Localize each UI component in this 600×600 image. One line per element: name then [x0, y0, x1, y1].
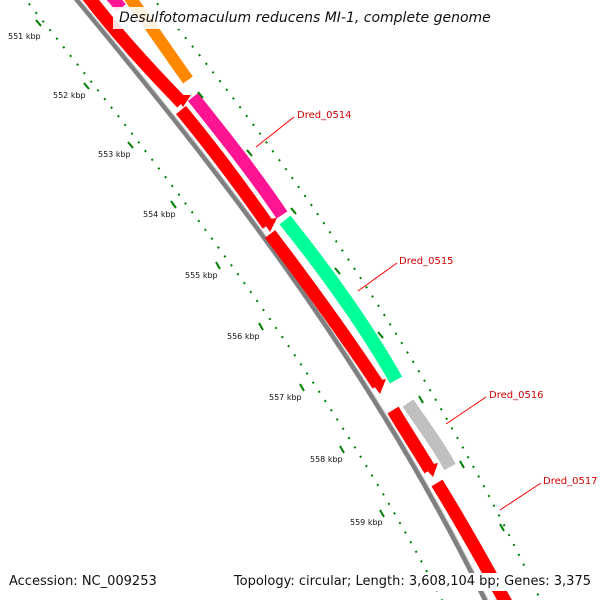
gene-label-line-dred-0515 — [357, 262, 398, 292]
genome-backbone-highlight — [79, 0, 489, 600]
tick-label: 559 kbp — [350, 518, 383, 527]
genome-backbone — [73, 0, 488, 600]
tick-label: 551 kbp — [8, 32, 41, 41]
major-tick — [339, 445, 345, 454]
gene-label-dred-0515[interactable]: Dred_0515 — [399, 256, 454, 267]
cds-arrow — [371, 379, 386, 394]
tick-label: 558 kbp — [310, 455, 343, 464]
gene-label-dred-0514[interactable]: Dred_0514 — [297, 110, 352, 121]
cds-segment[interactable] — [387, 406, 436, 474]
major-tick — [197, 91, 204, 99]
cds-segment[interactable] — [264, 230, 384, 389]
major-tick — [246, 149, 253, 157]
major-tick — [170, 200, 177, 209]
tick-label: 555 kbp — [185, 271, 218, 280]
cds-segment[interactable] — [175, 105, 274, 229]
gene-labels: Dred_0514 Dred_0515 Dred_0516 Dred_0517 — [297, 110, 598, 487]
genome-title: Desulfotomaculum reducens MI-1, complete… — [113, 7, 497, 29]
major-tick — [459, 460, 465, 469]
major-tick — [334, 267, 341, 275]
inner-cds-track — [82, 0, 512, 600]
outer-feature-track — [106, 0, 456, 471]
major-tick — [290, 207, 297, 215]
genome-summary-text: Topology: circular; Length: 3,608,104 bp… — [233, 573, 591, 591]
gene-dred-0514-bar[interactable] — [106, 0, 126, 12]
tick-label: 552 kbp — [53, 91, 86, 100]
outer-tick-ring — [152, 0, 542, 600]
gene-label-line-dred-0516 — [445, 396, 487, 425]
tick-label: 553 kbp — [98, 150, 131, 159]
major-tick — [299, 383, 305, 392]
gene-label-dred-0516[interactable]: Dred_0516 — [489, 390, 544, 401]
gene-label-line-dred-0517 — [499, 482, 542, 511]
gene-dred-0516-bar[interactable] — [402, 399, 456, 471]
tick-label: 554 kbp — [143, 210, 176, 219]
tick-label: 556 kbp — [227, 332, 260, 341]
gene-label-line-dred-0514 — [255, 116, 295, 148]
tick-label: 557 kbp — [269, 393, 302, 402]
major-tick — [377, 331, 384, 339]
gene-dred-0514-bar[interactable] — [187, 92, 288, 219]
major-tick — [83, 82, 90, 90]
cds-arrow — [423, 463, 438, 477]
gene-dred-0515-bar[interactable] — [279, 215, 403, 384]
inner-tick-ring — [24, 0, 443, 600]
major-tick — [35, 19, 42, 27]
major-tick — [379, 509, 385, 518]
gene-label-lines — [255, 116, 542, 511]
gene-dred-0517-bar[interactable] — [431, 479, 512, 600]
orange-feature-bar[interactable] — [124, 0, 193, 84]
major-ticks — [35, 19, 505, 532]
major-tick — [418, 395, 424, 404]
major-tick — [258, 322, 264, 331]
tick-labels: 551 kbp 552 kbp 553 kbp 554 kbp 555 kbp … — [8, 32, 383, 527]
major-tick — [127, 141, 134, 149]
major-tick — [499, 523, 505, 532]
cds-arrow — [262, 218, 277, 232]
cds-arrow — [175, 95, 191, 107]
gene-label-dred-0517[interactable]: Dred_0517 — [543, 476, 598, 487]
major-tick — [215, 261, 221, 270]
accession-text: Accession: NC_009253 — [9, 573, 157, 591]
cds-segment[interactable] — [82, 0, 187, 108]
